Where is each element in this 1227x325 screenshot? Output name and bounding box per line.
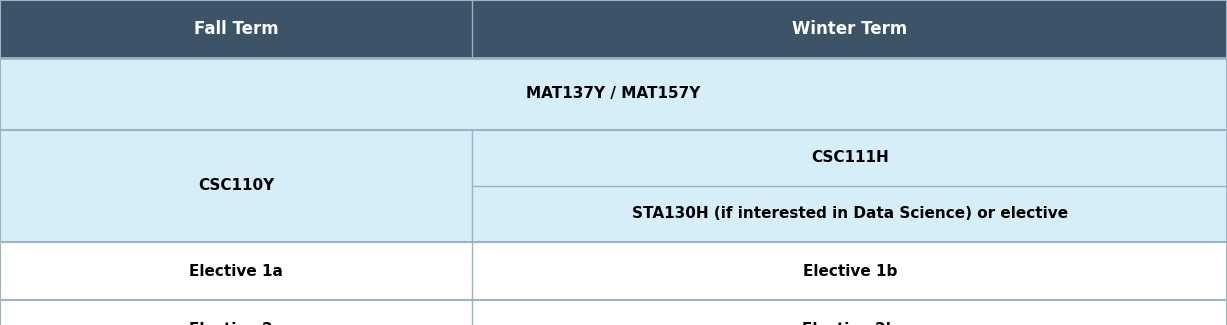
Text: Elective 2a: Elective 2a: [189, 321, 283, 325]
Text: Elective 1b: Elective 1b: [802, 264, 897, 279]
Bar: [472, 186, 1227, 242]
Bar: [472, 242, 1227, 300]
Text: CSC111H: CSC111H: [811, 150, 888, 165]
Bar: [0, 300, 472, 325]
Text: MAT137Y / MAT157Y: MAT137Y / MAT157Y: [526, 86, 701, 101]
Text: CSC110Y: CSC110Y: [198, 178, 275, 193]
Bar: [0, 130, 472, 242]
Bar: [0, 0, 472, 58]
Bar: [472, 0, 1227, 58]
Bar: [0, 242, 472, 300]
Bar: [472, 130, 1227, 186]
Text: Winter Term: Winter Term: [793, 20, 907, 38]
Text: Elective 2b: Elective 2b: [802, 321, 897, 325]
Bar: [0, 58, 1227, 130]
Text: Elective 1a: Elective 1a: [189, 264, 283, 279]
Bar: [472, 300, 1227, 325]
Text: STA130H (if interested in Data Science) or elective: STA130H (if interested in Data Science) …: [632, 206, 1067, 222]
Text: Fall Term: Fall Term: [194, 20, 279, 38]
